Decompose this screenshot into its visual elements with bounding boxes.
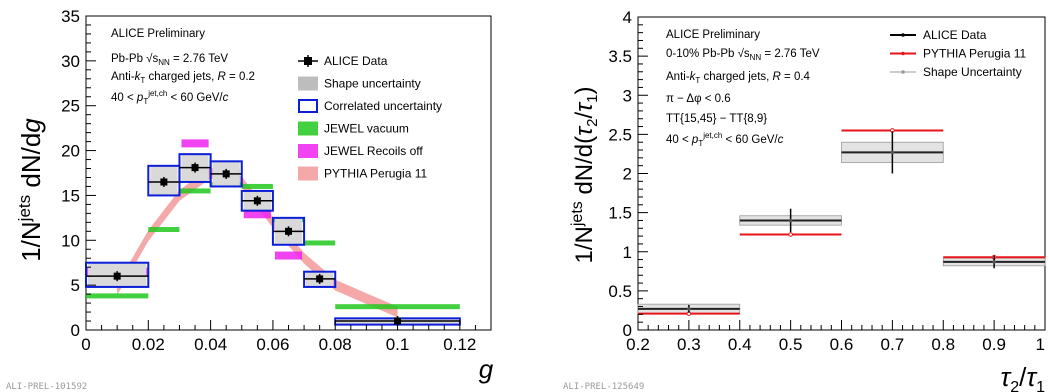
left-legend-entry: JEWEL Recoils off bbox=[298, 144, 423, 158]
alice-data-point bbox=[890, 150, 895, 155]
jewel-recoils-off-point bbox=[243, 210, 271, 219]
left-y-tick-label: 15 bbox=[61, 186, 80, 205]
left-x-tick-label: 0.12 bbox=[443, 335, 476, 354]
left-legend-entry: PYTHIA Perugia 11 bbox=[298, 166, 427, 181]
left-x-tick-label: 0.02 bbox=[132, 335, 165, 354]
right-y-tick-label: 2 bbox=[623, 165, 632, 184]
right-x-tick-label: 0.3 bbox=[677, 335, 701, 354]
jewel-vacuum-point bbox=[179, 188, 211, 194]
alice-data-point bbox=[285, 227, 292, 235]
left-x-axis-title: g bbox=[479, 354, 494, 384]
right-chart: 0.2 0.3 0.4 0.5 0.6 0.7 0.8 0.9 1 0 0.5 1 1.5 2 2.5 3 3.… bbox=[563, 8, 1046, 392]
left-legend-entry: Shape uncertainty bbox=[298, 76, 421, 91]
left-x-tick-label: 0.06 bbox=[256, 335, 289, 354]
left-legend-label: Shape uncertainty bbox=[324, 77, 421, 91]
left-y-tick-label: 20 bbox=[61, 142, 80, 161]
left-legend-entry: JEWEL vacuum bbox=[298, 121, 409, 136]
right-x-tick-label: 0.6 bbox=[830, 335, 854, 354]
left-legend-label: JEWEL Recoils off bbox=[324, 144, 423, 158]
left-chart: 0 0.02 0.04 0.06 0.08 0.1 0.12 0 5 10 15 20 25 30 35 A… bbox=[6, 7, 494, 392]
alice-data-point bbox=[992, 260, 996, 264]
jewel-vacuum-point bbox=[335, 304, 460, 310]
left-annotation-preliminary: ALICE Preliminary bbox=[111, 28, 205, 40]
jewel-vacuum-point bbox=[86, 293, 149, 299]
right-y-tick-label: 2.5 bbox=[608, 125, 632, 144]
left-x-tick-label: 0.08 bbox=[319, 335, 352, 354]
right-legend-entry: PYTHIA Perugia 11 bbox=[890, 47, 1026, 61]
right-legend-label: ALICE Data bbox=[923, 28, 987, 42]
right-x-tick-label: 0.7 bbox=[881, 335, 905, 354]
left-y-tick-label: 25 bbox=[61, 97, 80, 116]
right-plot-frame bbox=[637, 16, 1046, 331]
left-y-tick-label: 30 bbox=[61, 52, 80, 71]
pythia-perugia-point bbox=[788, 232, 793, 237]
left-legend-label: JEWEL vacuum bbox=[324, 122, 409, 136]
left-x-tick-label: 0 bbox=[81, 335, 90, 354]
jewel-recoils-off-point bbox=[181, 139, 209, 148]
right-annotation-pt: 40 < pTjet,ch < 60 GeV/c bbox=[666, 131, 784, 148]
left-x-tick-label: 0.04 bbox=[194, 335, 227, 354]
jewel-vacuum-point bbox=[241, 183, 273, 189]
right-y-tick-label: 4 bbox=[623, 8, 632, 27]
left-annotation-pt: 40 < pTjet,ch < 60 GeV/c bbox=[111, 89, 229, 106]
left-annotation-jets: Anti-kT charged jets, R = 0.2 bbox=[111, 71, 255, 85]
right-y-tick-label: 0.5 bbox=[608, 282, 632, 301]
right-y-tick-label: 0 bbox=[623, 321, 632, 340]
left-y-tick-label: 35 bbox=[61, 7, 80, 26]
right-legend-entry: Shape Uncertainty bbox=[890, 65, 1022, 79]
right-y-axis-title: 1/Njets dN/d(τ2/τ1) bbox=[569, 87, 601, 264]
right-figure-tag: ALI-PREL-125649 bbox=[563, 382, 644, 392]
alice-data-point bbox=[687, 307, 691, 311]
right-legend-label: Shape Uncertainty bbox=[923, 65, 1022, 79]
alice-data-point bbox=[788, 218, 793, 223]
right-y-tick-label: 1.5 bbox=[608, 204, 632, 223]
left-x-tick-label: 0.1 bbox=[386, 335, 410, 354]
right-annotation-tt: TT{15,45} − TT{8,9} bbox=[666, 113, 767, 125]
alice-data-point bbox=[316, 275, 324, 283]
right-legend-entry: ALICE Data bbox=[890, 28, 987, 42]
left-y-tick-label: 5 bbox=[71, 276, 80, 295]
right-x-tick-label: 0.9 bbox=[982, 335, 1006, 354]
right-annotation-jets: Anti-kT charged jets, R = 0.4 bbox=[666, 71, 811, 85]
left-legend-label: ALICE Data bbox=[324, 54, 388, 68]
right-legend-label: PYTHIA Perugia 11 bbox=[923, 47, 1026, 61]
left-figure-tag: ALI-PREL-101592 bbox=[6, 382, 87, 392]
right-annotation-preliminary: ALICE Preliminary bbox=[666, 29, 760, 41]
right-y-tick-label: 1 bbox=[623, 243, 632, 262]
jewel-vacuum-point bbox=[148, 227, 180, 233]
right-x-tick-label: 0.5 bbox=[779, 335, 803, 354]
left-y-tick-label: 0 bbox=[71, 321, 80, 340]
alice-data-point bbox=[113, 272, 121, 280]
alice-data-point bbox=[160, 178, 168, 186]
right-y-tick-label: 3.5 bbox=[608, 47, 632, 66]
left-legend-entry: Correlated uncertainty bbox=[298, 99, 442, 113]
jewel-vacuum-point bbox=[304, 240, 336, 246]
left-legend-entry: ALICE Data bbox=[298, 54, 388, 68]
left-y-axis-title: 1/Njets dN/dg bbox=[15, 118, 46, 262]
right-x-tick-label: 0.2 bbox=[626, 335, 650, 354]
left-legend-label: PYTHIA Perugia 11 bbox=[324, 167, 427, 181]
right-y-tick-label: 3 bbox=[623, 86, 632, 105]
right-x-axis-title: τ2/τ1 bbox=[1000, 362, 1045, 392]
correlated-uncertainty-box bbox=[85, 261, 150, 288]
alice-data-point bbox=[253, 197, 261, 205]
right-x-tick-label: 1 bbox=[1036, 335, 1045, 354]
right-x-tick-label: 0.4 bbox=[728, 335, 752, 354]
alice-data-point bbox=[191, 164, 199, 172]
right-x-tick-label: 0.8 bbox=[931, 335, 955, 354]
right-annotation-dphi: π − Δφ < 0.6 bbox=[666, 93, 731, 105]
left-annotation-collision: Pb-Pb √sNN = 2.76 TeV bbox=[111, 52, 228, 67]
right-annotation-collision: 0-10% Pb-Pb √sNN = 2.76 TeV bbox=[666, 47, 820, 62]
left-legend-label: Correlated uncertainty bbox=[324, 99, 442, 113]
alice-data-point bbox=[222, 170, 230, 178]
jewel-recoils-off-point bbox=[274, 251, 303, 260]
left-y-tick-label: 10 bbox=[61, 231, 80, 250]
